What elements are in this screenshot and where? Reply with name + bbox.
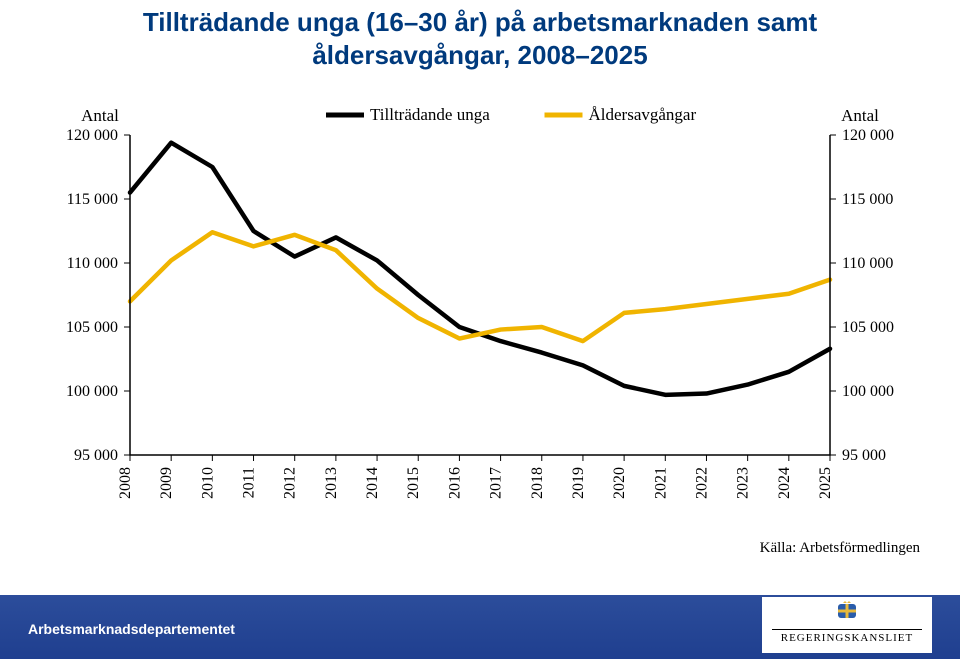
logo-label: REGERINGSKANSLIET — [762, 632, 932, 644]
crest-icon — [834, 600, 860, 622]
svg-text:2022: 2022 — [693, 467, 710, 499]
svg-text:2016: 2016 — [446, 467, 463, 499]
svg-text:2021: 2021 — [652, 467, 669, 499]
svg-text:2014: 2014 — [364, 467, 381, 499]
logo-divider — [772, 629, 922, 630]
svg-text:2015: 2015 — [405, 467, 422, 499]
svg-text:2025: 2025 — [817, 467, 834, 499]
logo-regeringskansliet: REGERINGSKANSLIET — [762, 597, 932, 653]
svg-text:Antal: Antal — [841, 106, 879, 125]
svg-text:2023: 2023 — [735, 467, 752, 499]
svg-text:120 000: 120 000 — [66, 127, 118, 144]
svg-text:2008: 2008 — [117, 467, 134, 499]
svg-text:95 000: 95 000 — [74, 447, 118, 464]
svg-text:2010: 2010 — [199, 467, 216, 499]
svg-text:115 000: 115 000 — [67, 191, 118, 208]
svg-text:2020: 2020 — [611, 467, 628, 499]
svg-text:2018: 2018 — [529, 467, 546, 499]
page: Tillträdande unga (16–30 år) på arbetsma… — [0, 0, 960, 659]
svg-text:Antal: Antal — [81, 106, 119, 125]
svg-text:2012: 2012 — [282, 467, 299, 499]
chart-svg: Antal Antal Tillträdande unga Åldersavgånga… — [40, 95, 920, 525]
title-line-1: Tillträdande unga (16–30 år) på arbetsma… — [143, 7, 817, 37]
svg-text:2024: 2024 — [776, 467, 793, 499]
footer-bar: Arbetsmarknadsdepartementet REGERINGSKAN… — [0, 595, 960, 659]
svg-text:105 000: 105 000 — [66, 319, 118, 336]
svg-text:2017: 2017 — [488, 467, 505, 499]
source-label: Källa: Arbetsförmedlingen — [760, 540, 920, 557]
svg-text:110 000: 110 000 — [67, 255, 118, 272]
svg-text:115 000: 115 000 — [842, 191, 893, 208]
svg-text:Tillträdande unga: Tillträdande unga — [370, 105, 490, 124]
svg-text:120 000: 120 000 — [842, 127, 894, 144]
svg-text:100 000: 100 000 — [842, 383, 894, 400]
svg-text:2009: 2009 — [158, 467, 175, 499]
svg-text:95 000: 95 000 — [842, 447, 886, 464]
svg-text:2011: 2011 — [241, 467, 258, 498]
svg-text:110 000: 110 000 — [842, 255, 893, 272]
svg-text:100 000: 100 000 — [66, 383, 118, 400]
title-line-2: åldersavgångar, 2008–2025 — [312, 40, 647, 70]
svg-text:105 000: 105 000 — [842, 319, 894, 336]
chart: Antal Antal Tillträdande unga Åldersavgånga… — [40, 95, 920, 525]
svg-text:Åldersavgångar: Åldersavgångar — [589, 105, 697, 124]
page-title: Tillträdande unga (16–30 år) på arbetsma… — [0, 6, 960, 71]
footer-department: Arbetsmarknadsdepartementet — [28, 621, 235, 637]
svg-text:2019: 2019 — [570, 467, 587, 499]
svg-text:2013: 2013 — [323, 467, 340, 499]
